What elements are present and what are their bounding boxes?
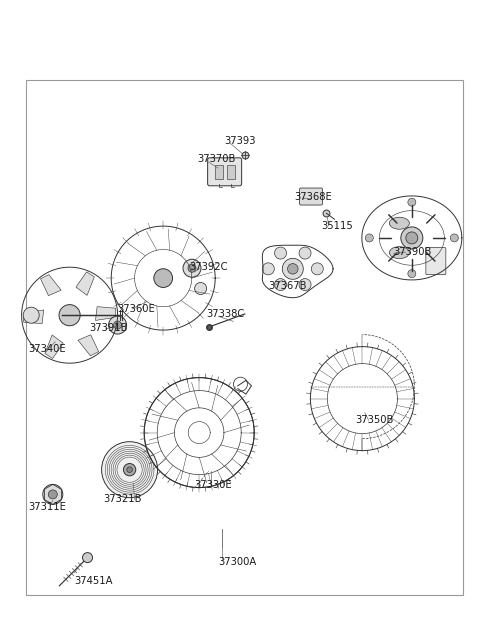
Circle shape (102, 442, 157, 497)
Circle shape (408, 269, 416, 277)
FancyBboxPatch shape (426, 248, 446, 274)
Bar (227, 164, 235, 179)
Text: 37370B: 37370B (197, 154, 235, 164)
Ellipse shape (389, 218, 409, 229)
Polygon shape (96, 307, 116, 320)
Circle shape (312, 263, 324, 275)
Text: 37390B: 37390B (394, 247, 432, 257)
Circle shape (299, 279, 311, 290)
Circle shape (275, 247, 287, 259)
Polygon shape (24, 310, 44, 324)
Circle shape (43, 485, 63, 504)
Circle shape (183, 259, 201, 277)
Text: 37368E: 37368E (295, 192, 333, 201)
Polygon shape (45, 335, 63, 358)
Text: 37367B: 37367B (268, 281, 306, 290)
Circle shape (23, 307, 39, 323)
Text: 37451A: 37451A (74, 576, 113, 586)
Circle shape (59, 305, 80, 326)
Circle shape (406, 232, 418, 244)
Circle shape (288, 264, 298, 274)
Circle shape (408, 198, 416, 206)
Text: 37350B: 37350B (355, 415, 394, 425)
Text: 37338C: 37338C (206, 309, 245, 319)
Text: 37360E: 37360E (118, 304, 156, 314)
FancyBboxPatch shape (300, 188, 323, 205)
FancyBboxPatch shape (208, 158, 241, 186)
Text: 37330E: 37330E (194, 480, 232, 490)
Text: 37321B: 37321B (103, 494, 142, 504)
Circle shape (83, 552, 93, 562)
Circle shape (123, 464, 136, 476)
Circle shape (262, 263, 274, 275)
Text: 37340E: 37340E (28, 344, 65, 354)
Circle shape (275, 279, 287, 290)
Polygon shape (40, 274, 61, 295)
Circle shape (48, 490, 57, 499)
Circle shape (365, 234, 373, 242)
Circle shape (282, 258, 303, 279)
Circle shape (401, 227, 423, 249)
Circle shape (114, 321, 121, 329)
Text: 37311E: 37311E (28, 502, 66, 512)
Circle shape (154, 269, 173, 287)
Circle shape (195, 282, 207, 295)
Text: 37392C: 37392C (190, 262, 228, 272)
Text: 35115: 35115 (322, 221, 353, 231)
Bar (26, 80, 463, 595)
Bar (215, 164, 223, 179)
Circle shape (299, 247, 311, 259)
Polygon shape (76, 272, 95, 295)
Circle shape (450, 234, 458, 242)
Text: 37300A: 37300A (218, 557, 257, 567)
Circle shape (108, 316, 127, 334)
Circle shape (127, 467, 132, 473)
Polygon shape (78, 335, 99, 356)
Ellipse shape (389, 247, 409, 258)
Text: 37393: 37393 (225, 136, 256, 146)
Text: 37391B: 37391B (89, 323, 127, 332)
Circle shape (188, 264, 196, 273)
